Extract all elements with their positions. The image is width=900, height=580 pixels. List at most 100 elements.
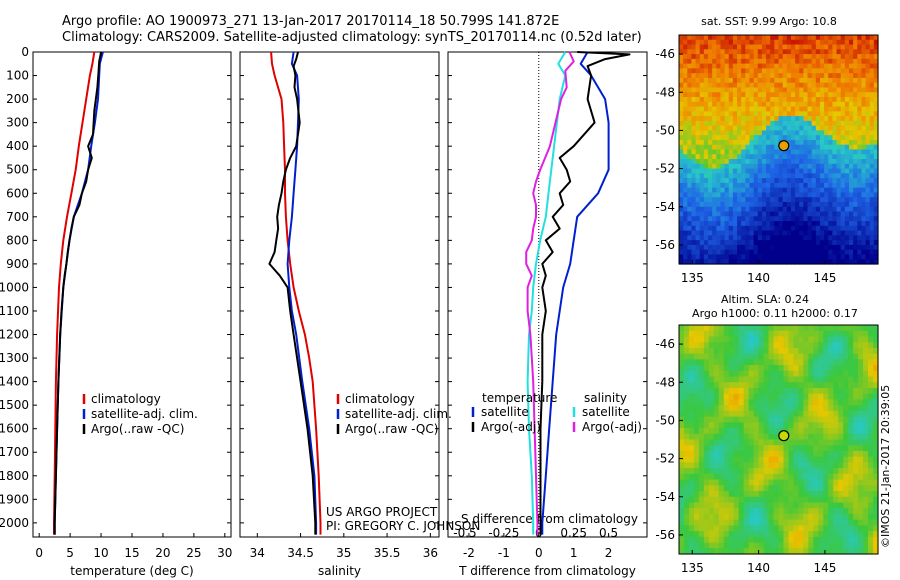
sst_map-cell	[848, 101, 854, 108]
sla_map-cell	[773, 353, 780, 360]
sla_map-cell	[848, 393, 854, 401]
sst_map-cell	[869, 206, 875, 213]
sla_map-cell	[868, 536, 874, 544]
sla_map-cell	[798, 433, 804, 441]
sst_map-cell	[857, 168, 863, 174]
sla_map-cell	[843, 410, 849, 418]
sst_map-cell	[683, 125, 688, 132]
sst_map-cell	[795, 259, 800, 265]
sla_map-cell	[868, 450, 874, 458]
depth-tick-label: 300	[6, 116, 29, 130]
sla_map-cell	[693, 416, 700, 423]
sst_map-cell	[869, 77, 875, 84]
sst_map-cell	[708, 182, 713, 189]
sst_map-cell	[708, 197, 713, 203]
sst_map-cell	[716, 135, 722, 141]
sst_map-cell	[761, 182, 767, 189]
sla_map-cell	[778, 387, 785, 395]
sst_map-cell	[811, 182, 817, 189]
sla_map-cell	[718, 445, 725, 452]
sla_map-cell	[723, 548, 730, 555]
sla_map-cell	[833, 416, 839, 423]
sla_map-cell	[723, 496, 730, 504]
sst_map-cell	[679, 201, 684, 208]
sst_map-cell	[753, 35, 759, 41]
sla_map-cell	[683, 376, 690, 383]
sst_map-cell	[737, 130, 742, 136]
sla_map-cell	[848, 548, 854, 555]
sla_map-cell	[868, 382, 874, 389]
sst_map-cell	[828, 35, 833, 41]
sst_map-cell	[712, 120, 717, 127]
sla_map-cell	[708, 416, 715, 423]
sst_map-cell	[778, 230, 784, 236]
sla_map-cell	[703, 496, 710, 504]
sla_map-cell	[738, 433, 745, 441]
sst_map-cell	[790, 197, 796, 203]
sla_map-cell	[843, 405, 849, 412]
sst_map-cell	[790, 73, 796, 79]
sst_map-cell	[691, 211, 697, 217]
sst_map-cell	[782, 92, 788, 98]
sst_map-cell	[737, 92, 742, 98]
temperature-xtick-label: 25	[186, 546, 201, 560]
sst_map-cell	[873, 187, 879, 194]
sla_map-cell	[863, 422, 869, 429]
sst_map-cell	[824, 135, 829, 141]
sla_map-cell	[858, 410, 864, 418]
sst_map-cell	[873, 44, 879, 50]
sst_map-cell	[695, 259, 701, 265]
sla_map-cell	[743, 491, 750, 498]
sst_map-cell	[753, 230, 759, 236]
sst_map-cell	[712, 130, 717, 136]
sst_map-cell	[708, 206, 713, 213]
sla_map-cell	[688, 365, 695, 372]
sst_map-cell	[811, 154, 817, 160]
sst_map-cell	[848, 39, 854, 46]
sst_map-cell	[716, 206, 722, 213]
sst_map-cell	[869, 116, 875, 122]
sst_map-cell	[728, 216, 734, 222]
sla_map-cell	[858, 502, 864, 509]
sst_map-cell	[679, 197, 684, 203]
sst_map-cell	[766, 111, 771, 117]
sst_map-cell	[815, 149, 821, 155]
sla_map-cell	[768, 508, 775, 515]
sst_map-cell	[691, 73, 697, 79]
sst_map-cell	[712, 230, 717, 236]
sla_map-cell	[818, 491, 824, 498]
sst_map-cell	[832, 244, 838, 251]
sla_map-cell	[868, 422, 874, 429]
sst_map-cell	[782, 216, 788, 222]
sla_map-cell	[848, 382, 854, 389]
sla_map-cell	[823, 336, 829, 343]
sla_map-cell	[788, 376, 795, 383]
sst_map-cell	[703, 120, 709, 127]
sst_map-cell	[795, 173, 800, 179]
sla_map-cell	[763, 502, 770, 509]
sla_map-cell	[798, 347, 804, 355]
sst_map-cell	[757, 249, 763, 256]
sla_map-cell	[788, 410, 795, 418]
differences-series-argo-adj-	[525, 51, 575, 535]
sla_map-cell	[858, 382, 864, 389]
sst_map-cell	[699, 178, 705, 184]
sst_map-cell	[828, 197, 833, 203]
sst_map-cell	[737, 149, 742, 155]
sla_map-cell	[788, 336, 795, 343]
sst_map-cell	[853, 149, 858, 155]
sla_map-cell	[873, 473, 879, 481]
sla_map-cell	[708, 422, 715, 429]
sst_map-cell	[732, 197, 738, 203]
sla_map-cell	[783, 548, 790, 555]
sst_map-cell	[778, 211, 784, 217]
sst_map-cell	[803, 35, 809, 41]
sla_map-cell	[863, 456, 869, 463]
sla_map-cell	[718, 531, 725, 538]
sla_map-cell	[728, 450, 735, 458]
sst_map-cell	[840, 63, 846, 69]
sla_map-cell	[753, 525, 760, 532]
sst_map-cell	[778, 259, 784, 265]
sst_map-cell	[786, 254, 792, 260]
sla_map-cell	[808, 502, 814, 509]
